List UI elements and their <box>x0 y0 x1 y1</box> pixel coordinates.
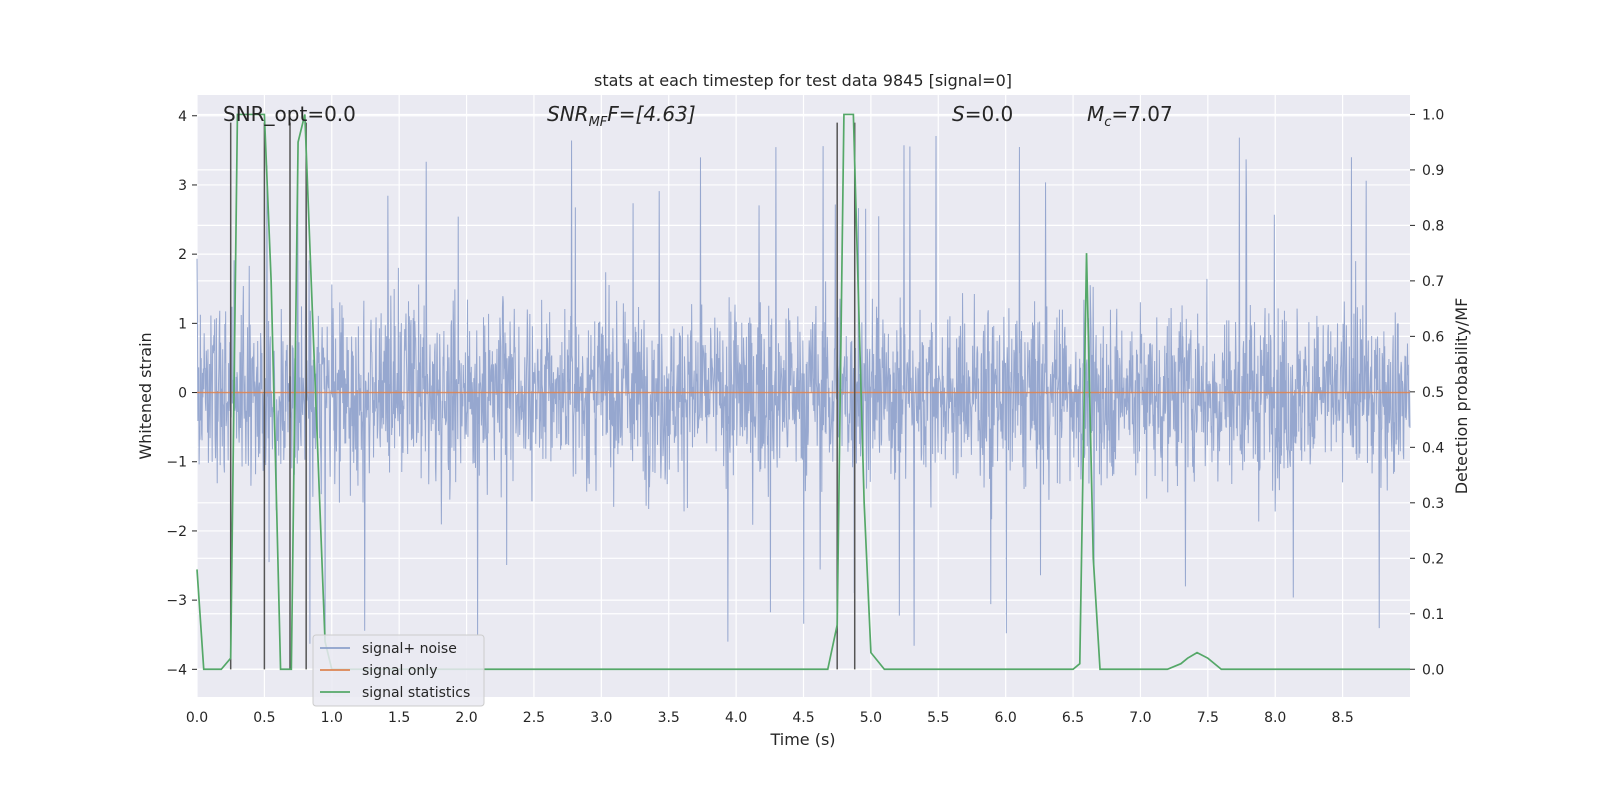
x-tick-label: 5.0 <box>860 710 882 726</box>
x-tick-label: 2.5 <box>523 710 545 726</box>
y-tick-label: 4 <box>178 109 187 125</box>
y-axis-label: Whitened strain <box>136 332 155 459</box>
right-y-tick-label: 0.0 <box>1422 662 1444 678</box>
snr-mf-name: SNR <box>547 102 589 126</box>
x-axis-ticks: 0.0 0.5 1.0 1.5 2.0 2.5 3.0 3.5 4.0 4.5 5.0 5.5 6.0 6… <box>186 710 1354 726</box>
right-y-axis-label: Detection probability/MF <box>1452 298 1471 495</box>
x-tick-label: 4.0 <box>725 710 747 726</box>
x-tick-label: 1.0 <box>321 710 343 726</box>
x-tick-label: 1.5 <box>388 710 410 726</box>
s-name: S <box>952 102 965 126</box>
y-tick-label: −1 <box>166 455 187 471</box>
right-y-tick-label: 0.2 <box>1422 551 1444 567</box>
y-tick-label: 2 <box>178 247 187 263</box>
right-y-axis-ticks: 0.0 0.1 0.2 0.3 0.4 0.5 0.6 0.7 0.8 0.9 1.0 <box>1410 107 1444 678</box>
right-y-tick-label: 0.9 <box>1422 163 1444 179</box>
right-y-tick-label: 0.6 <box>1422 329 1444 345</box>
x-tick-label: 4.5 <box>792 710 814 726</box>
right-y-tick-label: 0.4 <box>1422 440 1444 456</box>
y-tick-label: −4 <box>166 662 187 678</box>
x-axis-label: Time (s) <box>769 730 835 749</box>
right-y-tick-label: 0.5 <box>1422 385 1444 401</box>
legend-label-signal-statistics: signal statistics <box>362 685 470 701</box>
snr-mf-subscript: MF <box>589 115 608 130</box>
y-tick-label: 1 <box>178 316 187 332</box>
mc-name: M <box>1087 102 1104 126</box>
legend-label-signal-noise: signal+ noise <box>362 641 457 657</box>
mc-subscript: c <box>1104 115 1111 130</box>
y-tick-label: 0 <box>178 386 187 402</box>
chart-title: stats at each timestep for test data 984… <box>594 71 1012 90</box>
x-tick-label: 5.5 <box>927 710 949 726</box>
x-tick-label: 0.5 <box>253 710 275 726</box>
y-tick-label: 3 <box>178 178 187 194</box>
right-y-tick-label: 0.1 <box>1422 607 1444 623</box>
legend-label-signal-only: signal only <box>362 663 437 679</box>
mc-value: =7.07 <box>1111 102 1172 126</box>
annotation-mc: Mc=7.07 <box>1087 102 1173 130</box>
x-tick-label: 6.0 <box>995 710 1017 726</box>
series-signal-plus-noise <box>196 135 1411 646</box>
annotation-snr-opt: SNR_opt=0.0 <box>223 102 356 126</box>
x-tick-label: 3.0 <box>590 710 612 726</box>
legend: signal+ noise signal only signal statist… <box>312 634 485 707</box>
x-tick-label: 6.5 <box>1062 710 1084 726</box>
x-tick-label: 3.5 <box>658 710 680 726</box>
series-signal-statistics <box>196 113 1410 671</box>
x-tick-label: 8.0 <box>1264 710 1286 726</box>
right-y-tick-label: 0.7 <box>1422 274 1444 290</box>
s-value: =0.0 <box>965 102 1014 126</box>
x-tick-label: 7.5 <box>1197 710 1219 726</box>
annotation-snr-mf: SNRMFF=[4.63] <box>547 102 696 130</box>
right-y-tick-label: 0.8 <box>1422 218 1444 234</box>
x-tick-label: 2.0 <box>455 710 477 726</box>
x-tick-label: 7.0 <box>1129 710 1151 726</box>
right-y-tick-label: 0.3 <box>1422 496 1444 512</box>
snr-mf-value: F=[4.63] <box>607 102 695 126</box>
annotation-s: S=0.0 <box>952 102 1013 126</box>
legend-box <box>312 634 485 707</box>
x-tick-label: 0.0 <box>186 710 208 726</box>
y-tick-label: −3 <box>166 593 187 609</box>
y-tick-label: −2 <box>166 524 187 540</box>
x-tick-label: 8.5 <box>1331 710 1353 726</box>
right-y-tick-label: 1.0 <box>1422 107 1444 123</box>
y-axis-ticks: −4 −3 −2 −1 0 1 2 3 4 <box>166 109 197 678</box>
plot-area <box>196 95 1411 697</box>
